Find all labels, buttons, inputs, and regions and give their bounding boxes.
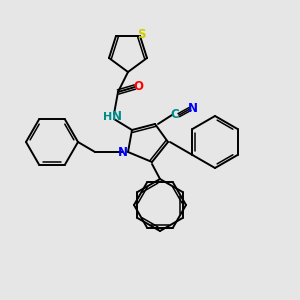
Text: S: S [137,28,145,40]
Text: H: H [103,112,112,122]
Text: N: N [118,146,128,158]
Text: N: N [188,103,198,116]
Text: N: N [112,110,122,124]
Text: O: O [133,80,143,94]
Text: C: C [171,109,179,122]
